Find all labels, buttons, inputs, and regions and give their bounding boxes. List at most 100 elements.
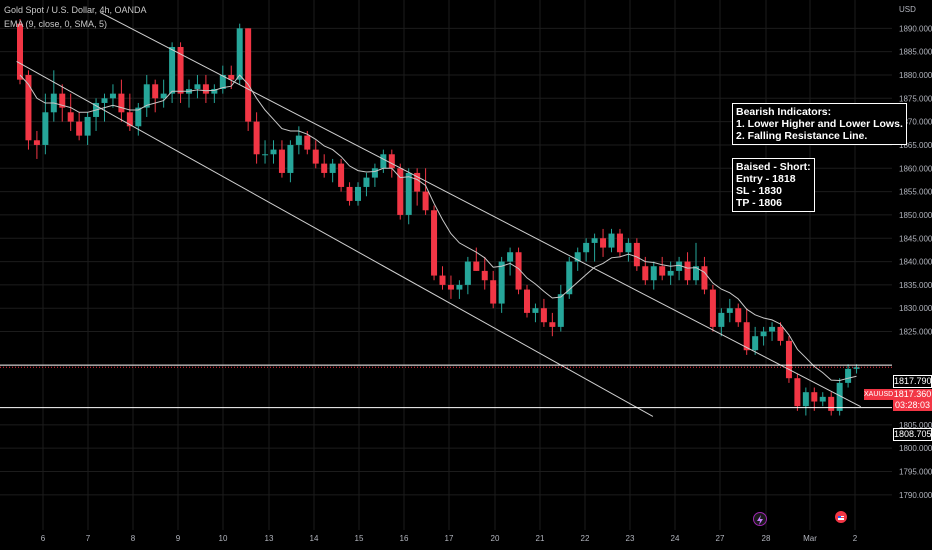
candle-body — [760, 331, 767, 337]
price-tick-label: 1845.000 — [899, 234, 932, 243]
candle-body — [574, 252, 581, 262]
candle-body — [253, 121, 260, 155]
candle — [422, 168, 429, 215]
candle — [845, 364, 852, 388]
candle-body — [355, 186, 361, 201]
candle — [109, 84, 116, 108]
price-tick-label: 1880.000 — [899, 71, 932, 80]
candle — [431, 205, 438, 281]
candle-body — [67, 112, 74, 122]
time-tick-label: 21 — [536, 534, 545, 543]
candle-body — [447, 284, 454, 290]
time-tick-label: 9 — [176, 534, 181, 543]
resistance-line[interactable] — [100, 12, 862, 408]
candle-body — [693, 266, 699, 281]
candle — [650, 261, 657, 290]
candle — [25, 70, 32, 150]
indicator-label[interactable]: EMA (9, close, 0, SMA, 5) — [4, 19, 108, 29]
level-tag-upper: 1817.790 — [893, 375, 932, 388]
candle-body — [836, 382, 843, 411]
candle — [693, 242, 699, 285]
candle — [211, 84, 218, 103]
candle-body — [42, 112, 49, 145]
candle — [338, 158, 345, 192]
candle — [819, 392, 826, 407]
candle-body — [397, 168, 404, 215]
candle — [262, 140, 269, 164]
candle-body — [287, 144, 294, 173]
price-axis-bg[interactable] — [892, 0, 932, 550]
candle-body — [659, 266, 666, 276]
candle — [439, 266, 446, 290]
bearish-line-3: 2. Falling Resistance Line. — [736, 130, 868, 142]
candle — [785, 336, 792, 383]
candle-body — [143, 84, 150, 108]
candle-body — [676, 261, 683, 271]
candle — [346, 182, 353, 206]
candle-body — [236, 28, 243, 80]
support-line[interactable] — [16, 61, 654, 417]
bearish-indicators-note[interactable]: Bearish Indicators: 1. Lower Higher and … — [732, 103, 907, 145]
candle — [718, 308, 725, 337]
symbol-tag: XAUUSD — [864, 389, 894, 400]
candle — [219, 65, 226, 94]
candle-body — [819, 396, 826, 402]
candle-body — [304, 135, 311, 150]
candle — [84, 112, 91, 145]
candle — [135, 102, 142, 136]
price-tick-label: 1850.000 — [899, 211, 932, 220]
candle-body — [228, 74, 235, 80]
candle — [67, 93, 74, 131]
time-tick-label: 28 — [762, 534, 771, 543]
candle — [676, 256, 683, 281]
lightning-icon — [757, 515, 763, 525]
candle — [853, 364, 860, 374]
candle-body — [828, 396, 835, 411]
candle-body — [363, 177, 370, 187]
candle — [566, 256, 573, 299]
event-flash-icon[interactable] — [753, 512, 767, 526]
candle — [709, 284, 716, 332]
candle — [177, 42, 184, 103]
candle-body — [650, 266, 657, 281]
candle-body — [752, 336, 759, 351]
time-tick-label: 6 — [41, 534, 46, 543]
candle — [633, 238, 640, 271]
time-tick-label: 20 — [491, 534, 500, 543]
candle — [295, 126, 302, 155]
candle — [202, 74, 209, 103]
price-tick-label: 1800.000 — [899, 444, 932, 453]
candle-body — [735, 308, 742, 323]
candle — [186, 79, 192, 108]
current-price-tag: 1817.360 — [893, 389, 932, 400]
candle-body — [414, 172, 421, 192]
candle-body — [507, 252, 514, 262]
biased-line-2: Entry - 1818 — [736, 173, 796, 185]
symbol-title[interactable]: Gold Spot / U.S. Dollar, 4h, OANDA — [4, 5, 147, 15]
price-tick-label: 1875.000 — [899, 94, 932, 103]
time-tick-label: 23 — [626, 534, 635, 543]
candle-body — [152, 84, 159, 99]
price-tick-label: 1870.000 — [899, 118, 932, 127]
candle — [194, 74, 201, 99]
candle-body — [464, 261, 471, 285]
currency-label: USD — [899, 5, 916, 14]
candle — [312, 140, 319, 169]
event-flag-icon[interactable] — [835, 511, 847, 523]
price-tick-label: 1855.000 — [899, 188, 932, 197]
candles — [17, 18, 860, 416]
candle — [33, 130, 40, 159]
candle — [321, 154, 328, 178]
candle-body — [380, 154, 387, 169]
candle-body — [101, 98, 108, 103]
candle-body — [169, 46, 176, 94]
candle-body — [431, 210, 438, 276]
candle — [490, 270, 497, 309]
price-tick-label: 1805.000 — [899, 421, 932, 430]
biased-short-note[interactable]: Baised - Short: Entry - 1818 SL - 1830 T… — [732, 158, 815, 212]
candle-body — [811, 392, 818, 402]
candle-body — [270, 149, 277, 155]
time-axis: 6 7 8 9 10 13 14 15 16 17 20 21 22 23 24 27 28 Mar 2 — [41, 534, 858, 543]
candle — [507, 247, 514, 276]
